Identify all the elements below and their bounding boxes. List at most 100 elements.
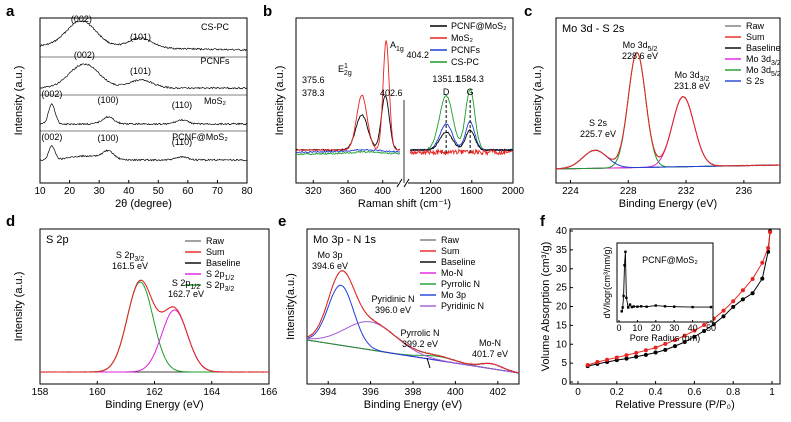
panel-f-adsorption-point [740, 288, 745, 293]
panel-b-xr-tick-label: 1200 [419, 186, 442, 197]
panel-f-desorption-point [750, 291, 755, 296]
panel-d-component-2 [40, 309, 269, 373]
panel-a-xlabel: 2θ (degree) [115, 198, 172, 210]
panel-f-desorption-point [692, 334, 697, 339]
panel-a-trace-1 [40, 20, 248, 52]
panel-a-x-tick-label: 70 [212, 186, 224, 197]
panel-b-axis-break [398, 177, 408, 189]
panel-b-series-left-2 [295, 40, 400, 152]
panel-a-trace-label: MoS₂ [204, 96, 227, 106]
panel-b-series-left-4 [295, 150, 401, 156]
panel-f-desorption-point [702, 329, 707, 334]
panel-e-component-4 [307, 321, 520, 374]
panel-f-inset-point [709, 305, 713, 309]
panel-f-y-tick-label: 30 [556, 264, 568, 275]
panel-d-x-tick-label: 162 [146, 387, 163, 398]
panel-d-title: S 2p [46, 234, 69, 246]
panel-d-peak-energy: 162.7 eV [168, 289, 204, 299]
panel-f-desorption-point [673, 344, 677, 349]
panel-f-inset-label: PCNF@MoS₂ [642, 255, 698, 265]
panel-b-legend-entry: CS-PC [451, 57, 480, 67]
panel-e-legend-entry: Mo 3p [441, 290, 466, 300]
panel-f-desorption-point [682, 339, 687, 344]
panel-b-xl-tick-label: 320 [305, 186, 322, 197]
panel-b-xr-tick-label: 2000 [502, 186, 525, 197]
panel-f-adsorption-point [673, 338, 677, 343]
panel-f-inset-point [622, 294, 625, 298]
panel-b-xl-tick-label: 360 [340, 186, 357, 197]
panel-a-peak-label: (101) [130, 66, 151, 76]
panel-f-desorption-point [760, 276, 765, 281]
panel-f-desorption-point [740, 297, 745, 302]
panel-a-peak-label: (101) [130, 32, 151, 42]
panel-e-legend-entry: Raw [441, 235, 460, 245]
panel-c-x-tick-label: 228 [620, 186, 637, 197]
panel-b-legend-entry: PCNFs [451, 45, 480, 55]
panel-f-x-tick-label: 0.4 [649, 387, 663, 398]
panel-d-peak-energy: 161.5 eV [112, 261, 148, 271]
panel-e-peak-name: Mo 3p [317, 250, 342, 260]
panel-d-x-tick-label: 158 [32, 387, 49, 398]
panel-f-inset-point [624, 250, 627, 253]
panel-a-ylabel: Intensity (a.u.) [13, 66, 25, 136]
panel-d-frame [39, 228, 270, 385]
panel-f-inset-tick-label: 30 [669, 323, 679, 333]
panel-c-x-tick-label: 224 [562, 186, 579, 197]
panel-e-legend-entry: Pyridinic N [441, 301, 484, 311]
panel-e-peak-name: Pyridinic N [371, 294, 414, 304]
panel-c-peak-energy: 231.8 eV [674, 81, 710, 91]
panel-b-series-right-4 [409, 89, 514, 152]
panel-a-trace-label: PCNFs [201, 56, 230, 66]
panel-e-legend-entry: Mo-N [441, 268, 463, 278]
panel-f-desorption-point [624, 356, 629, 361]
panel-f-y-tick-label: 20 [556, 302, 568, 313]
panel-b-series-left-3 [295, 148, 401, 154]
panel-d-xlabel: Binding Energy (eV) [105, 399, 203, 411]
panel-f-inset-point [639, 305, 643, 308]
panel-b-legend-entry: PCNF@MoS₂ [451, 21, 507, 31]
panel-d-legend-entry: S 2p3/2 [206, 280, 234, 293]
panel-e-x-tick-label: 400 [447, 387, 464, 398]
panel-e-ylabel: Intensity(a.u.) [285, 273, 297, 340]
panel-a-x-tick-label: 60 [182, 186, 194, 197]
panel-f-adsorption-point [682, 333, 687, 338]
panel-d-peak-name: S 2p1/2 [172, 278, 200, 291]
panel-e-peak-energy: 396.0 eV [375, 305, 411, 315]
panel-f-y-tick-label: 15 [556, 320, 568, 331]
panel-a-x-tick-label: 20 [64, 186, 76, 197]
panel-e-peak-name: Pyrrolic N [400, 328, 439, 338]
panel-e-x-tick-label: 396 [362, 387, 379, 398]
panel-f-y-tick-label: 10 [556, 339, 568, 350]
panel-f-inset-tick-label: 10 [632, 323, 642, 333]
panel-f-letter: f [540, 213, 546, 230]
panel-f-adsorption-point [702, 322, 707, 327]
panel-c-legend-entry: Mo 3d3/2 [746, 54, 781, 67]
panel-f-x-tick-label: 0.8 [726, 387, 740, 398]
panel-e-xlabel: Binding Energy (eV) [364, 399, 462, 411]
panel-e-peak-energy: 394.6 eV [312, 261, 348, 271]
panel-f-adsorption-point [766, 245, 771, 250]
panel-a-x-tick-label: 10 [34, 186, 46, 197]
panel-f-x-tick-label: 0.6 [687, 387, 701, 398]
panel-b-series-right-1 [409, 129, 514, 152]
panel-d-x-tick-label: 166 [261, 387, 278, 398]
panel-b-axis-break [403, 178, 410, 188]
panel-d-x-tick-label: 164 [203, 387, 220, 398]
panel-f-x-tick-label: 0.2 [610, 387, 624, 398]
panel-f-inset-xlabel: Pore Radius (nm) [630, 333, 701, 343]
panel-e-peak-energy: 401.7 eV [472, 349, 508, 359]
panel-f-adsorption-point [768, 230, 773, 235]
panel-f-adsorption-point [585, 363, 590, 368]
panel-b-xlabel: Raman shift (cm⁻¹) [358, 198, 451, 210]
panel-e-x-tick-label: 402 [489, 387, 506, 398]
panel-f-adsorption-point [653, 345, 658, 350]
panel-f-adsorption-point [614, 355, 619, 360]
panel-a-trace-label: CS-PC [201, 22, 230, 32]
panel-c-x-tick-label: 236 [736, 186, 753, 197]
panel-f-inset-tick-label: 0 [616, 323, 621, 333]
panel-d-legend-entry: S 2p1/2 [206, 269, 234, 282]
panel-d-letter: d [6, 213, 15, 230]
panel-a-letter: a [6, 3, 15, 20]
panel-c-frame [555, 17, 781, 184]
